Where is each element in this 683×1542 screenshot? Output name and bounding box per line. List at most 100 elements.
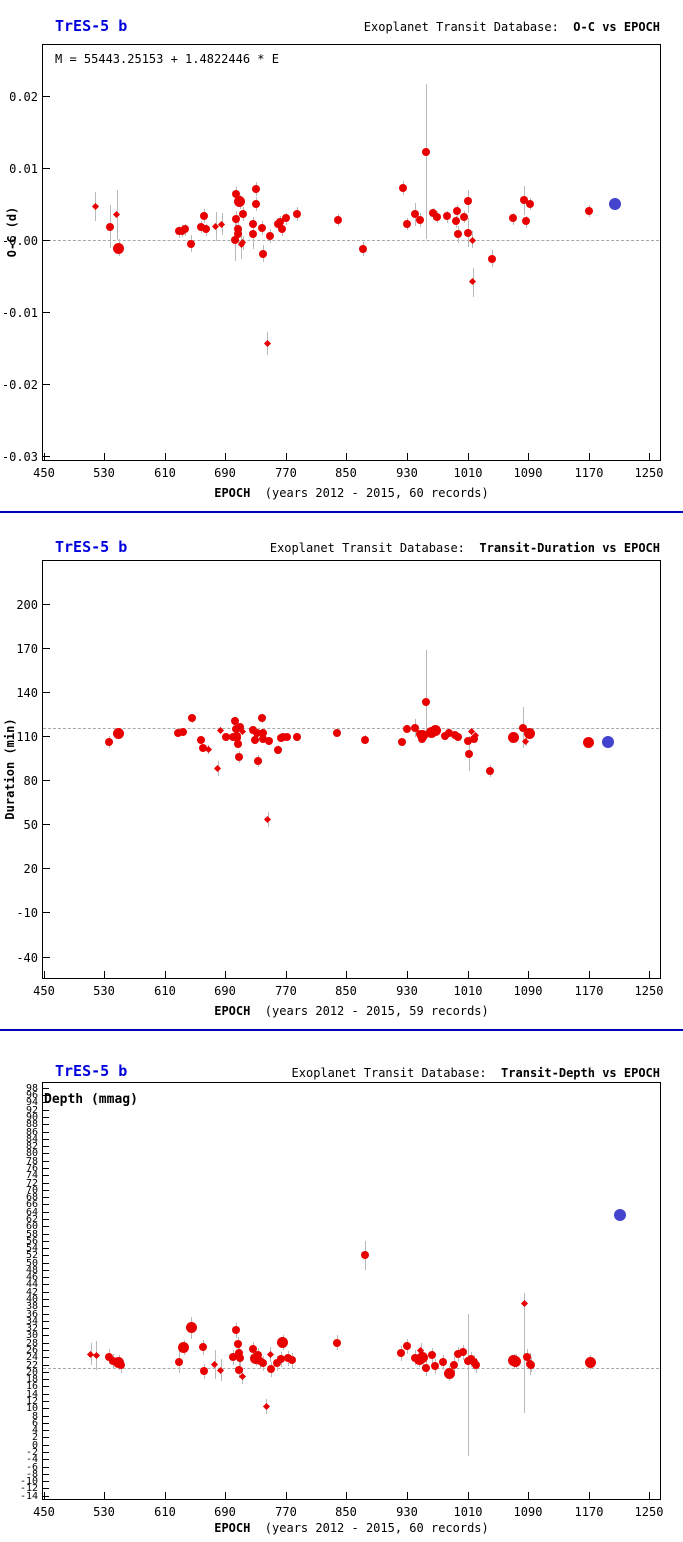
data-point: [179, 728, 187, 736]
y-tick: [43, 456, 50, 457]
y-tick-label: 68: [25, 1192, 38, 1203]
data-point: [397, 1349, 405, 1357]
y-tick: [43, 384, 50, 385]
y-tick-label: 24: [25, 1352, 38, 1363]
y-tick: [43, 1306, 49, 1307]
y-tick-label: -0.03: [1, 450, 38, 464]
y-tick-label: 12: [25, 1396, 38, 1407]
y-tick-label: 80: [23, 774, 38, 788]
x-tick-label: 610: [154, 1505, 176, 1519]
y-tick-label: 86: [25, 1127, 38, 1138]
y-tick-label: 50: [25, 1258, 38, 1269]
y-tick-label: 52: [25, 1250, 38, 1261]
y-tick-label: 72: [25, 1178, 38, 1189]
data-point: [454, 230, 462, 238]
y-tick-label: 78: [25, 1156, 38, 1167]
y-tick: [43, 1183, 49, 1184]
y-tick-label: 58: [25, 1229, 38, 1240]
dashed-reference-line: [43, 728, 659, 729]
y-tick-label: 48: [25, 1265, 38, 1276]
data-point: [259, 250, 267, 258]
y-tick: [43, 1386, 49, 1387]
data-point: [239, 210, 247, 218]
y-tick: [43, 1095, 49, 1096]
data-point: [235, 1349, 243, 1357]
data-point: [234, 230, 242, 238]
y-tick-label: 84: [25, 1134, 38, 1145]
data-point: [454, 1350, 462, 1358]
plot-frame-oc: [42, 44, 661, 461]
x-tick: [528, 453, 529, 460]
data-point: [288, 1356, 296, 1364]
y-tick-label: 44: [25, 1279, 38, 1290]
db-label: Exoplanet Transit Database:: [269, 541, 465, 555]
y-tick-label: -10: [16, 906, 38, 920]
planet-title-duration: TrES-5 b: [55, 538, 128, 556]
dashed-reference-line: [43, 240, 659, 241]
y-tick: [43, 1452, 49, 1453]
x-tick-label: 530: [93, 984, 115, 998]
x-tick: [649, 971, 650, 978]
data-point: [403, 1342, 411, 1350]
y-tick: [43, 912, 50, 913]
data-point: [527, 1361, 535, 1369]
data-point: [523, 1353, 531, 1361]
y-tick-label: 62: [25, 1214, 38, 1225]
data-point: [231, 717, 239, 725]
data-point: [334, 216, 342, 224]
x-tick-label: 1090: [513, 466, 543, 480]
y-tick: [43, 957, 50, 958]
y-tick-label: 64: [25, 1207, 38, 1218]
y-tick-label: 22: [25, 1360, 38, 1371]
y-tick: [43, 1314, 49, 1315]
y-tick: [43, 648, 50, 649]
y-tick-label: 26: [25, 1345, 38, 1356]
x-tick: [225, 1492, 226, 1499]
x-tick-label: 770: [275, 466, 297, 480]
x-tick: [165, 453, 166, 460]
y-tick-label: 32: [25, 1323, 38, 1334]
data-point: [293, 733, 301, 741]
y-tick-label: 88: [25, 1119, 38, 1130]
y-tick: [43, 1204, 49, 1205]
data-point: [117, 1361, 125, 1369]
y-tick: [43, 1474, 49, 1475]
y-tick-label: -14: [19, 1491, 38, 1502]
y-tick: [43, 824, 50, 825]
data-point: [222, 733, 230, 741]
error-bar: [426, 84, 427, 239]
data-point: [105, 1353, 113, 1361]
y-tick: [43, 1335, 49, 1336]
data-point: [333, 1339, 341, 1347]
data-point: [445, 729, 453, 737]
data-point: [422, 698, 430, 706]
data-point: [232, 1326, 240, 1334]
x-tick-label: 1170: [574, 466, 604, 480]
y-tick-label: 30: [25, 1330, 38, 1341]
data-point: [105, 738, 113, 746]
data-point: [254, 1351, 262, 1359]
data-point: [283, 733, 291, 741]
chart-header-oc: Exoplanet Transit Database: O-C vs EPOCH: [364, 20, 660, 34]
x-tick-label: 1250: [634, 1505, 664, 1519]
y-tick-label: 74: [25, 1170, 38, 1181]
data-point: [197, 736, 205, 744]
y-tick: [43, 1263, 49, 1264]
data-point: [403, 725, 411, 733]
x-tick: [468, 1492, 469, 1499]
data-point: [232, 215, 240, 223]
data-point: [433, 213, 441, 221]
data-point: [422, 1364, 430, 1372]
y-tick: [43, 1102, 49, 1103]
y-tick-label: -40: [16, 951, 38, 965]
y-tick-label: 0: [31, 1440, 38, 1451]
data-point: [361, 1251, 369, 1259]
data-point: [459, 1348, 467, 1356]
y-tick-label: 4: [31, 1425, 38, 1436]
data-point: [417, 730, 428, 741]
y-tick-label: 20: [25, 1367, 38, 1378]
y-tick: [43, 1401, 49, 1402]
data-point: [454, 733, 462, 741]
y-tick: [43, 1328, 49, 1329]
x-tick-label: 850: [335, 466, 357, 480]
